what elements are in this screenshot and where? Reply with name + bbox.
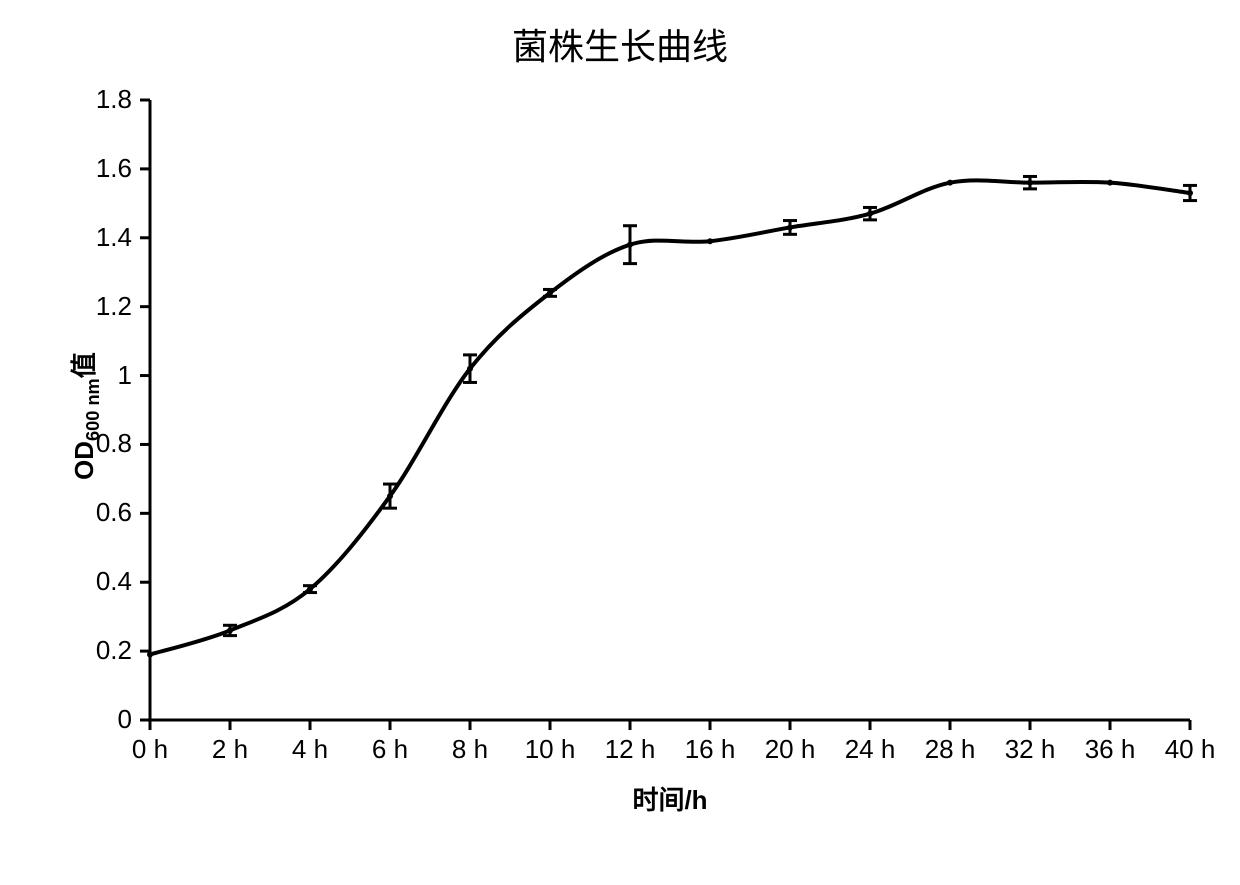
y-tick-label: 1.2 bbox=[72, 291, 132, 322]
y-tick-label: 0.2 bbox=[72, 635, 132, 666]
growth-curve-chart: 菌株生长曲线 OD600 nm值 时间/h 00.20.40.60.811.21… bbox=[0, 0, 1240, 885]
x-tick-label: 0 h bbox=[110, 734, 190, 765]
y-tick-label: 0.8 bbox=[72, 428, 132, 459]
y-tick-label: 1.4 bbox=[72, 222, 132, 253]
x-tick-label: 20 h bbox=[750, 734, 830, 765]
x-tick-label: 24 h bbox=[830, 734, 910, 765]
plot-area bbox=[135, 85, 1205, 735]
x-tick-label: 10 h bbox=[510, 734, 590, 765]
x-tick-label: 32 h bbox=[990, 734, 1070, 765]
y-tick-label: 1.8 bbox=[72, 84, 132, 115]
x-tick-label: 28 h bbox=[910, 734, 990, 765]
x-tick-label: 16 h bbox=[670, 734, 750, 765]
x-tick-label: 2 h bbox=[190, 734, 270, 765]
x-tick-label: 6 h bbox=[350, 734, 430, 765]
y-tick-label: 0 bbox=[72, 704, 132, 735]
y-tick-label: 1 bbox=[72, 360, 132, 391]
y-tick-label: 1.6 bbox=[72, 153, 132, 184]
y-tick-label: 0.4 bbox=[72, 566, 132, 597]
x-tick-label: 12 h bbox=[590, 734, 670, 765]
y-tick-label: 0.6 bbox=[72, 497, 132, 528]
x-axis-label: 时间/h bbox=[610, 780, 730, 817]
x-tick-label: 36 h bbox=[1070, 734, 1150, 765]
x-tick-label: 40 h bbox=[1150, 734, 1230, 765]
x-tick-label: 4 h bbox=[270, 734, 350, 765]
chart-title: 菌株生长曲线 bbox=[0, 18, 1240, 70]
x-tick-label: 8 h bbox=[430, 734, 510, 765]
